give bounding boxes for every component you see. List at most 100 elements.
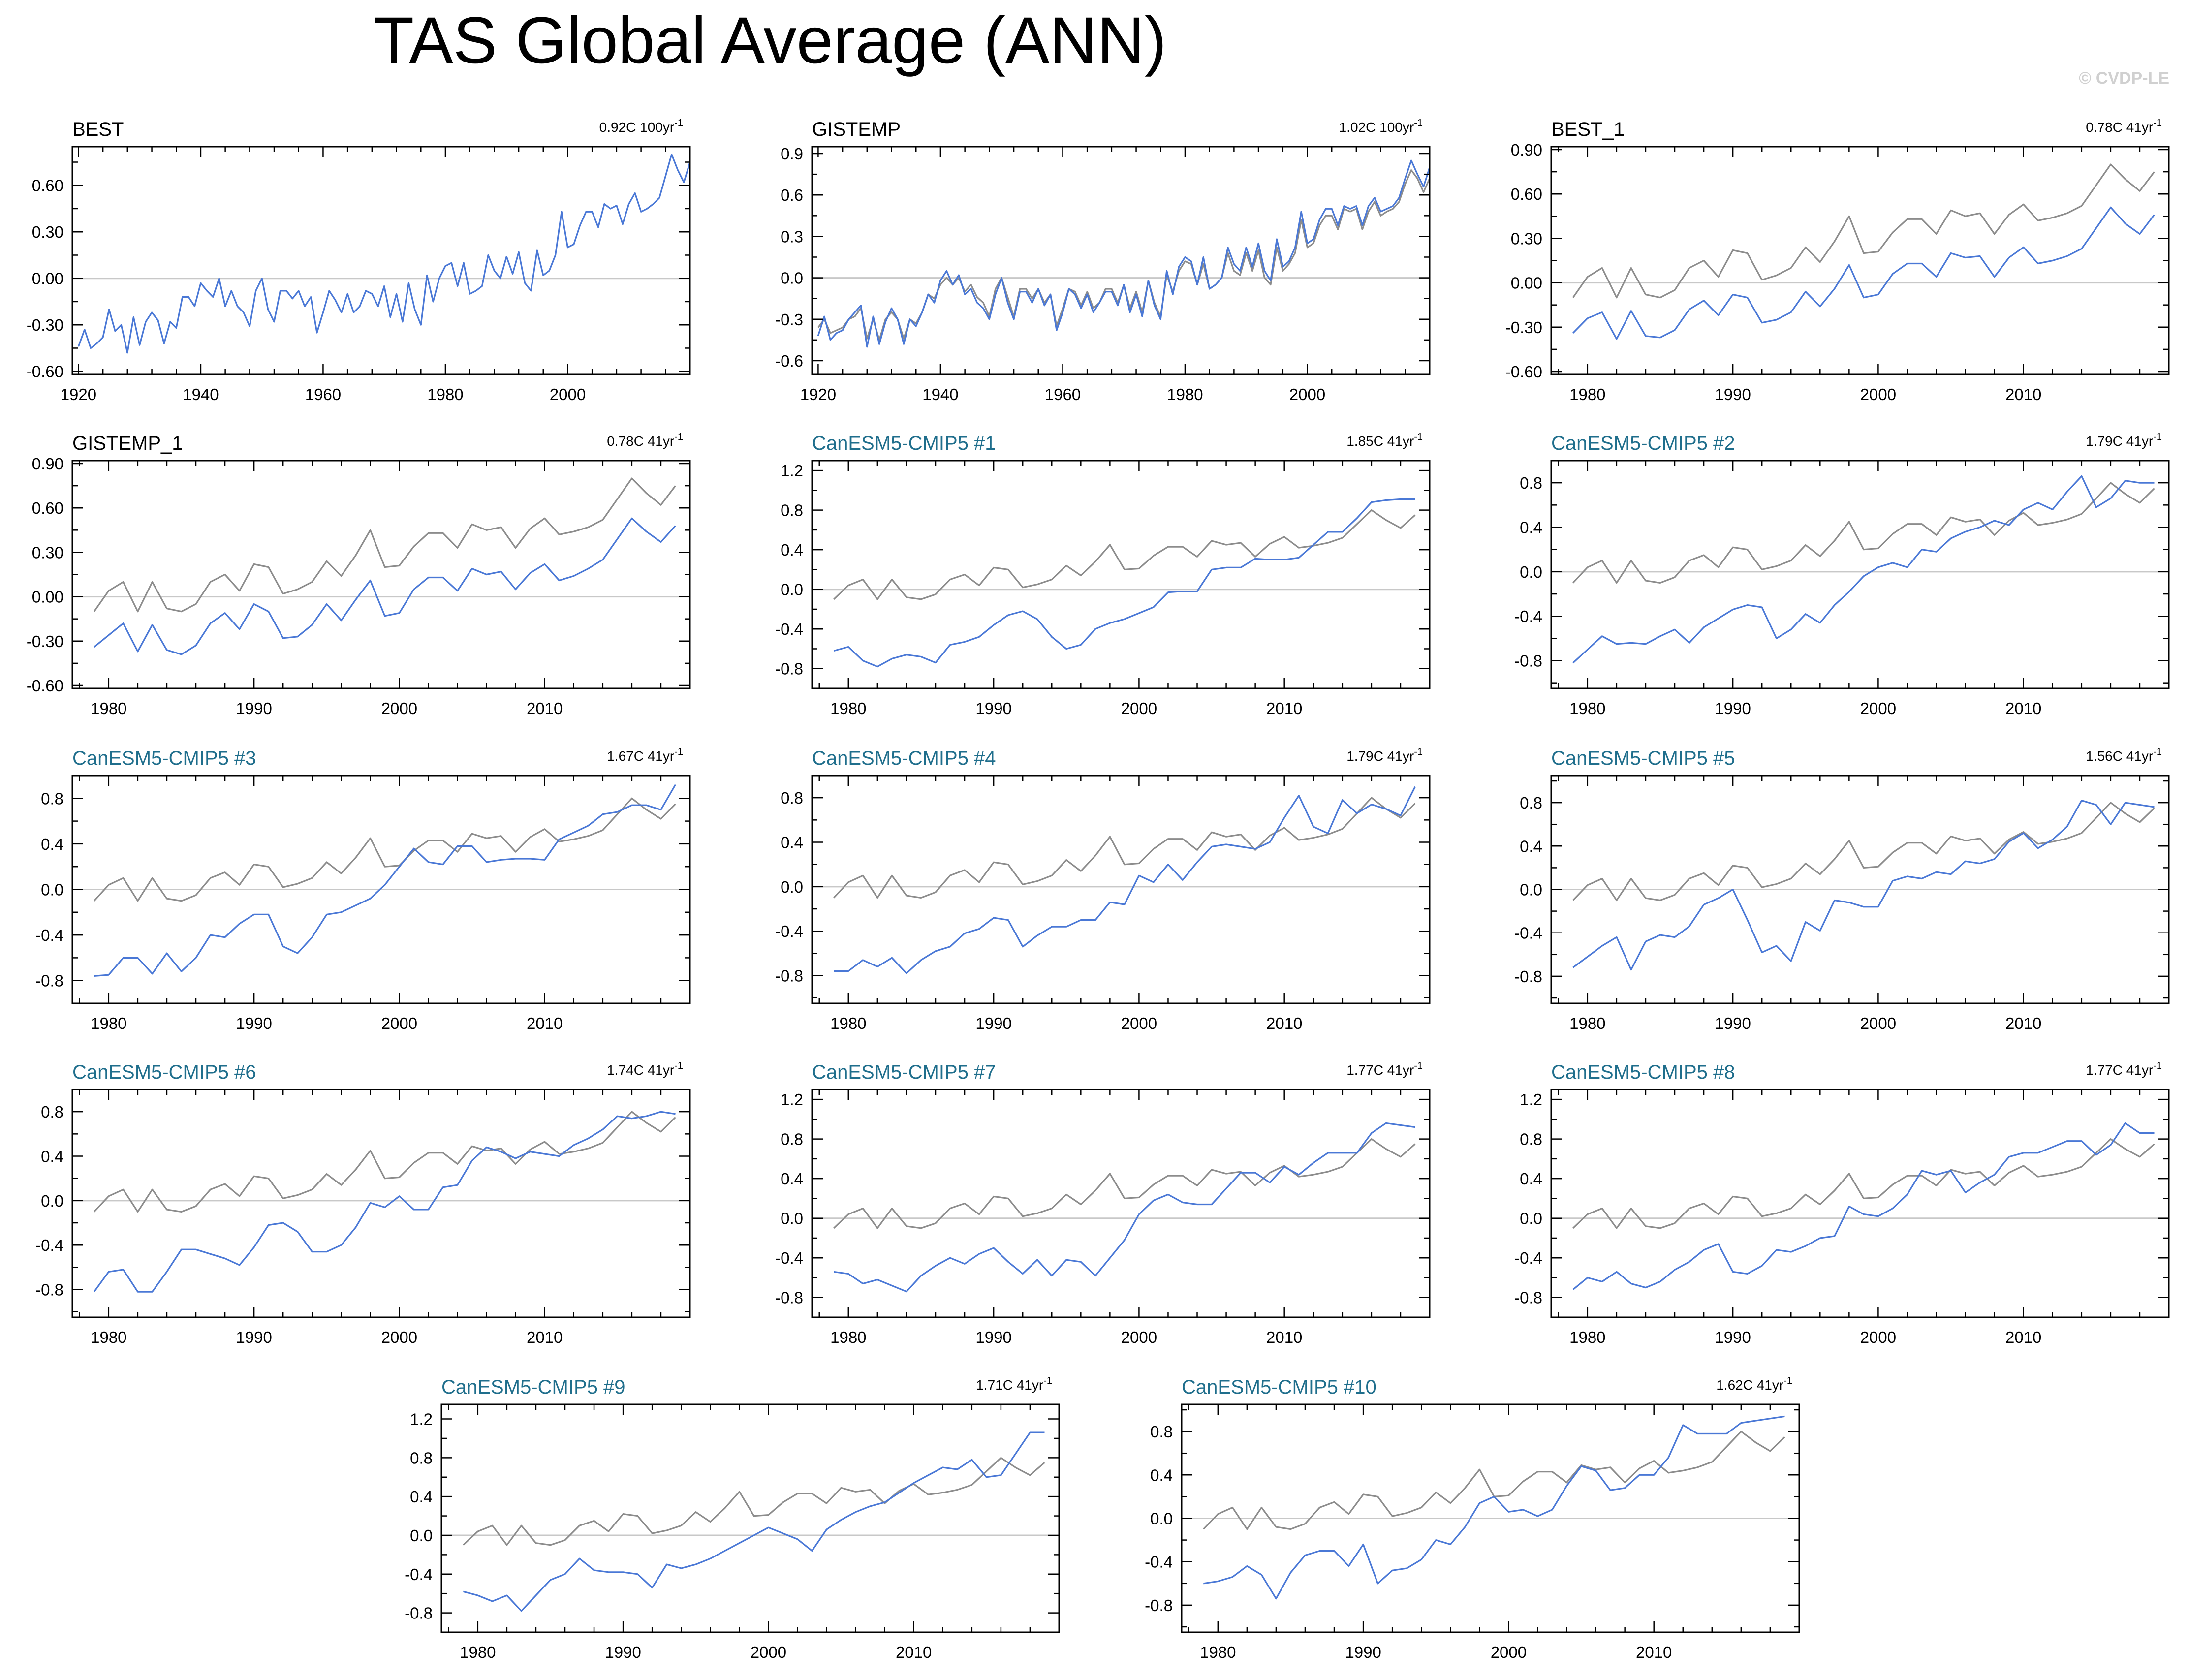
y-tick-label: 0.8 [781, 1130, 803, 1149]
model-series-line [1572, 475, 2155, 664]
plot-frame [1550, 460, 2170, 689]
x-tick-label: 1990 [236, 1014, 272, 1032]
trend-value: 0.78C 41yr [2086, 120, 2153, 135]
trend-exponent: -1 [1414, 118, 1423, 128]
watermark-label: © CVDP-LE [2079, 69, 2169, 88]
panel-title: CanESM5-CMIP5 #4 [812, 747, 996, 769]
obs-series-line [93, 477, 676, 613]
y-tick-label: 0.0 [1520, 881, 1542, 899]
y-tick-label: 1.2 [781, 1090, 803, 1109]
panel-title: BEST [72, 119, 124, 140]
chart-panel-7: 1980 1990 2000 2010 -0.8 -0.4 0.0 0.4 0.8 CanESM5… [35, 747, 691, 1032]
y-tick-label: 0.0 [781, 269, 803, 287]
x-tick-label: 1960 [305, 385, 341, 404]
obs-series-line [833, 797, 1416, 899]
y-tick-label: -0.30 [27, 316, 63, 334]
x-tick-label: 2010 [2005, 699, 2041, 717]
y-tick-label: 0.0 [410, 1526, 433, 1545]
y-tick-label: 0.60 [32, 499, 63, 517]
plot-frame [811, 146, 1431, 375]
y-tick-label: -0.4 [1514, 607, 1542, 625]
y-tick-label: 0.8 [41, 789, 63, 808]
obs-series-line [94, 1111, 676, 1213]
y-tick-label: -0.4 [1514, 1249, 1542, 1267]
y-tick-label: -0.4 [405, 1565, 433, 1584]
y-tick-label: -0.8 [1145, 1596, 1173, 1615]
trend-exponent: -1 [2153, 118, 2162, 128]
model-series-line [1572, 206, 2155, 340]
panel-title: CanESM5-CMIP5 #8 [1551, 1061, 1735, 1083]
trend-value: 1.77C 41yr [2086, 1062, 2153, 1078]
y-tick-label: 0.00 [32, 270, 63, 288]
y-tick-label: 0.8 [1520, 1130, 1542, 1149]
chart-panel-14: 1980 1990 2000 2010 -0.8 -0.4 0.0 0.4 0.8 CanESM5… [1145, 1375, 1800, 1661]
x-tick-label: 2000 [751, 1643, 786, 1661]
trend-label: 1.62C 41yr-1 [1716, 1375, 1792, 1393]
x-tick-label: 1980 [1569, 699, 1605, 717]
y-tick-label: -0.4 [35, 926, 63, 944]
y-tick-label: -0.6 [775, 352, 803, 370]
y-tick-label: 0.90 [1511, 141, 1542, 159]
obs-series-line [1572, 1138, 2155, 1229]
trend-label: 0.92C 100yr-1 [599, 118, 683, 135]
y-tick-label: 0.4 [41, 835, 63, 853]
x-tick-label: 2000 [550, 385, 586, 404]
chart-panel-10: 1980 1990 2000 2010 -0.8 -0.4 0.0 0.4 0.8 CanESM5… [35, 1060, 691, 1346]
trend-label: 1.71C 41yr-1 [976, 1375, 1052, 1393]
y-tick-label: -0.8 [1514, 1289, 1542, 1307]
x-tick-label: 2000 [1860, 699, 1896, 717]
x-tick-label: 1990 [1715, 1014, 1751, 1032]
trend-label: 1.67C 41yr-1 [607, 747, 683, 764]
chart-panel-4: 1980 1990 2000 2010 -0.60 -0.30 0.00 0.30 0.60 0.… [27, 432, 691, 717]
x-tick-label: 1980 [91, 1014, 126, 1032]
plot-frame [71, 1089, 691, 1318]
model-series-line [94, 784, 676, 977]
chart-panel-3: 1980 1990 2000 2010 -0.60 -0.30 0.00 0.30 0.60 0.… [1505, 118, 2170, 404]
y-tick-label: -0.8 [405, 1604, 433, 1622]
y-tick-label: 0.0 [781, 878, 803, 896]
x-tick-label: 2010 [2005, 1014, 2041, 1032]
y-tick-label: 0.4 [1520, 837, 1542, 855]
model-series-line [817, 159, 1431, 348]
x-tick-label: 1990 [605, 1643, 641, 1661]
x-tick-label: 2010 [1266, 1014, 1302, 1032]
trend-exponent: -1 [1043, 1375, 1052, 1386]
trend-value: 1.79C 41yr [1346, 748, 1414, 764]
y-tick-label: -0.60 [27, 677, 63, 695]
x-tick-label: 1980 [1569, 1014, 1605, 1032]
trend-label: 1.02C 100yr-1 [1339, 118, 1423, 135]
x-tick-label: 2010 [527, 1014, 563, 1032]
trend-label: 1.79C 41yr-1 [1346, 747, 1423, 764]
x-tick-label: 1980 [460, 1643, 496, 1661]
trend-exponent: -1 [1783, 1375, 1792, 1386]
y-tick-label: 0.6 [781, 186, 803, 204]
chart-panel-13: 1980 1990 2000 2010 -0.8 -0.4 0.0 0.4 0.8 1.2 CanE… [405, 1375, 1060, 1661]
y-tick-label: -0.30 [1505, 318, 1542, 337]
y-tick-label: -0.8 [35, 972, 63, 990]
y-tick-label: -0.60 [1505, 363, 1542, 381]
y-tick-label: -0.60 [27, 363, 63, 381]
x-tick-label: 1980 [1167, 385, 1203, 404]
x-tick-label: 2000 [1121, 699, 1157, 717]
panel-title: CanESM5-CMIP5 #3 [72, 747, 256, 769]
y-tick-label: 0.0 [781, 1210, 803, 1228]
y-tick-label: 0.8 [1520, 474, 1542, 492]
y-tick-label: 0.8 [781, 789, 803, 807]
x-tick-label: 2010 [1266, 699, 1302, 717]
chart-panel-6: 1980 1990 2000 2010 -0.8 -0.4 0.0 0.4 0.8 CanESM5… [1514, 432, 2170, 717]
x-tick-label: 2000 [1491, 1643, 1527, 1661]
trend-label: 1.77C 41yr-1 [2086, 1060, 2162, 1078]
plot-frame [440, 1403, 1060, 1633]
panel-title: CanESM5-CMIP5 #2 [1551, 433, 1735, 454]
x-tick-label: 1920 [61, 385, 96, 404]
x-tick-label: 1980 [91, 699, 126, 717]
x-tick-label: 2000 [1121, 1328, 1157, 1346]
trend-value: 0.78C 41yr [607, 434, 674, 449]
y-tick-label: 0.30 [32, 223, 63, 241]
y-tick-label: 1.2 [410, 1410, 433, 1429]
y-tick-label: 0.4 [781, 834, 803, 852]
obs-series-line [833, 509, 1416, 600]
x-tick-label: 2010 [527, 699, 563, 717]
y-tick-label: 0.8 [410, 1449, 433, 1467]
y-tick-label: 0.00 [32, 588, 63, 606]
